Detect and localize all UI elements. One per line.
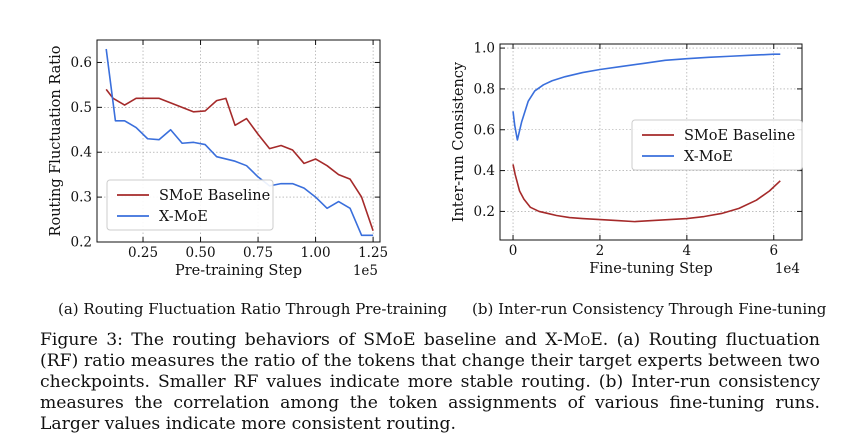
x-tick-label: 4 (683, 243, 692, 259)
chart-1: 0.25 0.50 0.75 1.00 1.25 0.2 0.3 0.4 0.5 0.6 Pre-t… (48, 39, 388, 279)
x-tick-label: 0.25 (128, 245, 158, 261)
subcaption-b: (b) Inter-run Consistency Through Fine-t… (472, 300, 827, 318)
legend-label-smoe-baseline: SMoE Baseline (159, 188, 270, 204)
series-line-smoe-baseline (105, 88, 374, 232)
x-tick-label: 1.00 (301, 245, 331, 261)
y-tick-label: 0.8 (474, 81, 495, 97)
x-tick-label: 0.50 (186, 245, 216, 261)
subcaption-a: (a) Routing Fluctuation Ratio Through Pr… (58, 300, 448, 318)
y-tick-label: 0.3 (71, 190, 92, 206)
y-tick-label: 0.6 (71, 55, 92, 71)
legend-box (631, 119, 803, 171)
x-axis-label: Pre-training Step (175, 263, 302, 279)
legend-box (106, 179, 274, 231)
x-multiplier-label: 1e4 (775, 261, 800, 277)
x-multiplier-label: 1e5 (353, 263, 378, 279)
caption-label: Figure 3: (40, 330, 123, 350)
x-tick-label: 2 (596, 243, 605, 259)
y-tick-label: 0.4 (474, 163, 495, 179)
plot-frame (96, 39, 381, 243)
caption-smallcaps: MoE (562, 330, 603, 350)
x-tick-label: 1.25 (358, 245, 388, 261)
legend-label-x-moe: X-MoE (159, 209, 208, 225)
series-line-x-moe (512, 53, 781, 141)
x-tick-label: 0.75 (243, 245, 273, 261)
series-line-x-moe (105, 48, 374, 237)
legend-label-x-moe: X-MoE (684, 149, 733, 165)
y-tick-label: 0.5 (71, 100, 92, 116)
series-line-smoe-baseline (512, 164, 781, 223)
x-tick-label: 6 (769, 243, 778, 259)
y-tick-label: 0.2 (474, 204, 495, 220)
figure-caption: Figure 3: The routing behaviors of SMoE … (40, 330, 820, 435)
y-axis-label: Routing Fluctuation Ratio (48, 46, 64, 237)
y-tick-label: 0.6 (474, 122, 495, 138)
y-tick-label: 0.4 (71, 145, 92, 161)
x-tick-label: 0 (509, 243, 518, 259)
figure-charts: 0.25 0.50 0.75 1.00 1.250.20.30.40.50.6Pre-t… (48, 39, 803, 279)
legend-label-smoe-baseline: SMoE Baseline (684, 128, 795, 144)
chart-2: 0 2 4 6 0.2 0.4 0.6 0.8 1.0 Fine-tuning Step Inter… (451, 41, 803, 277)
x-axis-label: Fine-tuning Step (589, 261, 713, 277)
caption-text-2: . (a) Routing fluctuation (RF) ratio mea… (40, 330, 820, 434)
y-tick-label: 1.0 (474, 41, 495, 57)
caption-text-1: The routing behaviors of SMoE baseline a… (131, 330, 563, 350)
y-axis-label: Inter-run Consistency (451, 61, 467, 222)
y-tick-label: 0.2 (71, 235, 92, 251)
